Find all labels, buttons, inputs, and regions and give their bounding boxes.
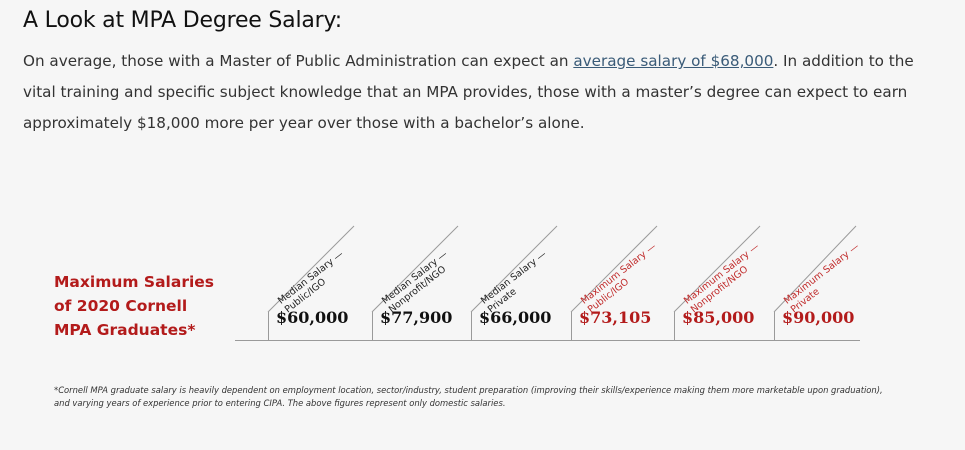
salary-value: $73,105 xyxy=(579,308,652,327)
salary-infographic: Maximum Salaries of 2020 Cornell MPA Gra… xyxy=(0,190,965,360)
infographic-heading: Maximum Salaries of 2020 Cornell MPA Gra… xyxy=(54,270,214,342)
column-divider xyxy=(268,312,269,340)
diagonal-rule xyxy=(673,225,761,313)
salary-value: $60,000 xyxy=(276,308,349,327)
column-divider xyxy=(774,312,775,340)
diagonal-rule xyxy=(371,225,459,313)
column-max-private: Maximum Salary — Private $90,000 xyxy=(773,190,874,340)
baseline-rule xyxy=(235,340,860,341)
salary-value: $85,000 xyxy=(682,308,755,327)
column-divider xyxy=(471,312,472,340)
heading-line-3: MPA Graduates* xyxy=(54,321,196,339)
intro-paragraph: On average, those with a Master of Publi… xyxy=(23,46,923,139)
column-max-nonprofit: Maximum Salary — Nonprofit/NGO $85,000 xyxy=(673,190,774,340)
salary-value: $77,900 xyxy=(380,308,453,327)
average-salary-link[interactable]: average salary of $68,000 xyxy=(573,52,774,70)
intro-text-before: On average, those with a Master of Publi… xyxy=(23,52,574,70)
column-divider xyxy=(571,312,572,340)
heading-line-2: of 2020 Cornell xyxy=(54,297,188,315)
diagonal-rule xyxy=(470,225,558,313)
diagonal-rule xyxy=(570,225,658,313)
column-max-public: Maximum Salary — Public/IGO $73,105 xyxy=(570,190,671,340)
salary-value: $90,000 xyxy=(782,308,855,327)
intro-text-after: . In addition to the vital training and … xyxy=(23,52,914,132)
page-title: A Look at MPA Degree Salary: xyxy=(23,8,342,33)
heading-line-1: Maximum Salaries xyxy=(54,273,215,291)
column-median-nonprofit: Median Salary — Nonprofit/NGO $77,900 xyxy=(371,190,472,340)
salary-value: $66,000 xyxy=(479,308,552,327)
column-divider xyxy=(372,312,373,340)
column-median-private: Median Salary — Private $66,000 xyxy=(470,190,571,340)
column-divider xyxy=(674,312,675,340)
diagonal-rule xyxy=(267,225,355,313)
diagonal-rule xyxy=(773,225,857,313)
column-median-public: Median Salary — Public/IGO $60,000 xyxy=(267,190,368,340)
footnote: *Cornell MPA graduate salary is heavily … xyxy=(54,385,883,408)
